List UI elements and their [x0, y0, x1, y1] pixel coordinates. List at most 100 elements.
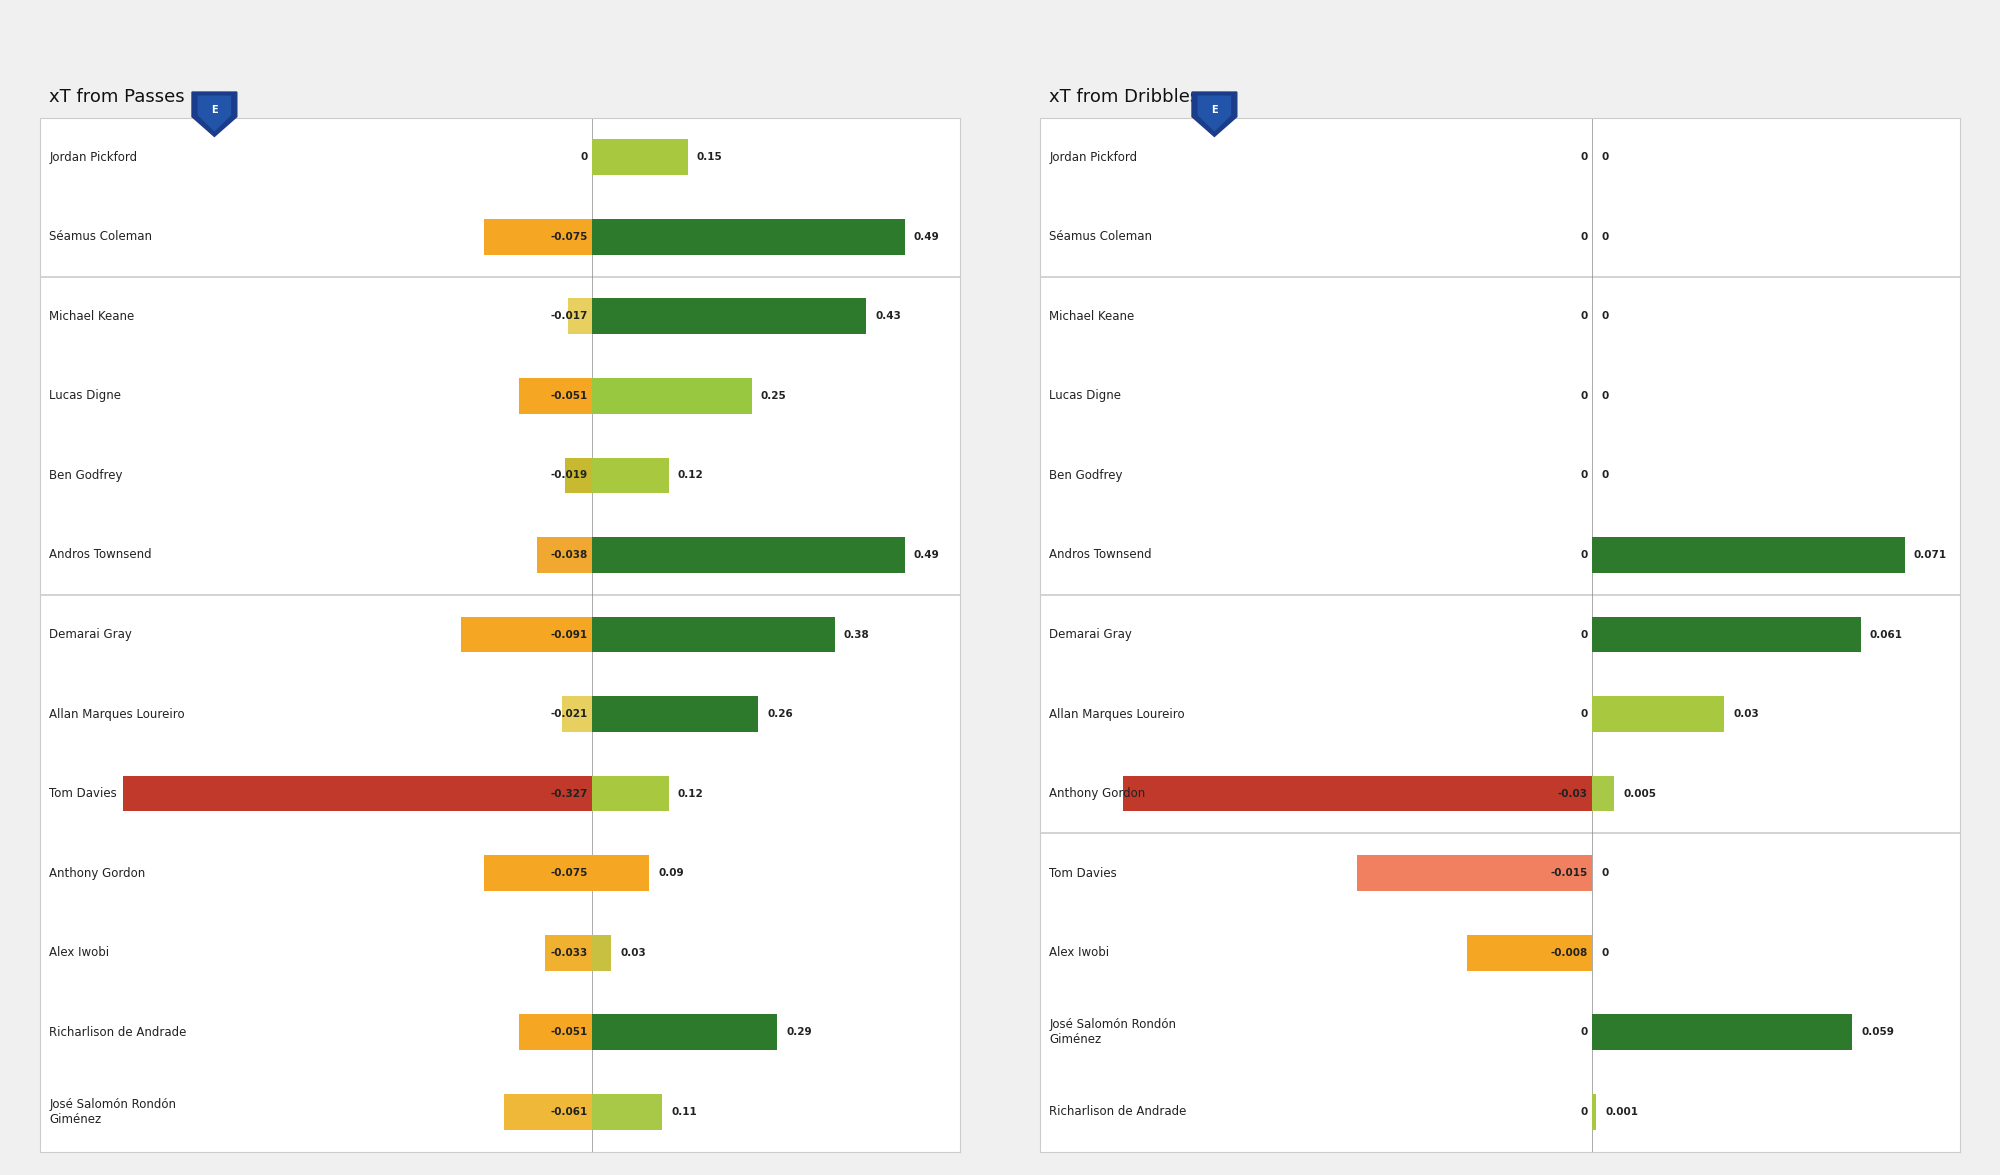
Bar: [518, 378, 592, 414]
Text: 0.005: 0.005: [1624, 788, 1656, 799]
Text: Allan Marques Loureiro: Allan Marques Loureiro: [1050, 707, 1184, 720]
Bar: [1592, 1014, 1852, 1050]
Bar: [1592, 696, 1724, 732]
Bar: [562, 696, 592, 732]
Bar: [484, 855, 592, 891]
Bar: [592, 140, 688, 175]
Text: 0: 0: [1580, 231, 1588, 242]
Text: Richarlison de Andrade: Richarlison de Andrade: [50, 1026, 186, 1039]
Bar: [564, 457, 592, 493]
Text: Anthony Gordon: Anthony Gordon: [50, 867, 146, 880]
Text: Lucas Digne: Lucas Digne: [1050, 389, 1122, 402]
Bar: [1466, 935, 1592, 971]
Text: 0: 0: [1580, 153, 1588, 162]
Text: -0.019: -0.019: [550, 470, 588, 481]
Text: 0.001: 0.001: [1606, 1107, 1638, 1116]
Text: Anthony Gordon: Anthony Gordon: [1050, 787, 1146, 800]
Text: Demarai Gray: Demarai Gray: [50, 627, 132, 642]
Text: -0.008: -0.008: [1550, 948, 1588, 958]
Text: Allan Marques Loureiro: Allan Marques Loureiro: [50, 707, 184, 720]
Polygon shape: [198, 95, 232, 132]
Text: 0: 0: [1602, 948, 1608, 958]
Text: -0.033: -0.033: [550, 948, 588, 958]
Polygon shape: [1192, 92, 1236, 136]
Text: -0.03: -0.03: [1558, 788, 1588, 799]
Bar: [1358, 855, 1592, 891]
Text: Jordan Pickford: Jordan Pickford: [1050, 150, 1138, 163]
Text: -0.091: -0.091: [550, 630, 588, 639]
Text: -0.075: -0.075: [550, 868, 588, 878]
Text: 0.11: 0.11: [672, 1107, 698, 1116]
Text: 0.12: 0.12: [678, 788, 704, 799]
Text: 0: 0: [1602, 311, 1608, 321]
Text: 0: 0: [1602, 391, 1608, 401]
Bar: [592, 855, 650, 891]
Bar: [592, 378, 752, 414]
Bar: [1592, 1094, 1596, 1129]
Bar: [1122, 776, 1592, 812]
Bar: [592, 1094, 662, 1129]
Text: Tom Davies: Tom Davies: [1050, 867, 1116, 880]
Text: 0: 0: [1602, 231, 1608, 242]
Text: 0.059: 0.059: [1862, 1027, 1894, 1038]
Text: 0.49: 0.49: [914, 550, 940, 560]
Text: 0.071: 0.071: [1914, 550, 1948, 560]
Text: Andros Townsend: Andros Townsend: [50, 549, 152, 562]
Text: Ben Godfrey: Ben Godfrey: [50, 469, 122, 482]
Text: Alex Iwobi: Alex Iwobi: [50, 946, 110, 959]
Text: Andros Townsend: Andros Townsend: [1050, 549, 1152, 562]
Bar: [592, 1014, 778, 1050]
Text: Séamus Coleman: Séamus Coleman: [50, 230, 152, 243]
Text: 0: 0: [1602, 153, 1608, 162]
Text: 0.03: 0.03: [620, 948, 646, 958]
Text: Jordan Pickford: Jordan Pickford: [50, 150, 138, 163]
Text: -0.051: -0.051: [550, 1027, 588, 1038]
Text: Alex Iwobi: Alex Iwobi: [1050, 946, 1110, 959]
Bar: [568, 298, 592, 334]
Text: Richarlison de Andrade: Richarlison de Andrade: [1050, 1106, 1186, 1119]
Text: 0.15: 0.15: [696, 153, 722, 162]
Text: 0.29: 0.29: [786, 1027, 812, 1038]
Text: xT from Passes: xT from Passes: [50, 88, 184, 106]
Text: Tom Davies: Tom Davies: [50, 787, 116, 800]
Bar: [592, 537, 904, 573]
Text: 0: 0: [1580, 709, 1588, 719]
Text: Lucas Digne: Lucas Digne: [50, 389, 122, 402]
Text: 0.49: 0.49: [914, 231, 940, 242]
Bar: [592, 617, 834, 652]
Bar: [544, 935, 592, 971]
Bar: [122, 776, 592, 812]
Text: 0.25: 0.25: [760, 391, 786, 401]
Polygon shape: [1198, 95, 1232, 132]
Bar: [1592, 776, 1614, 812]
Bar: [592, 457, 668, 493]
Bar: [592, 219, 904, 255]
Text: 0.43: 0.43: [876, 311, 902, 321]
Text: 0: 0: [1580, 391, 1588, 401]
Text: José Salomón Rondón
Giménez: José Salomón Rondón Giménez: [1050, 1019, 1176, 1046]
Bar: [592, 935, 612, 971]
Text: 0: 0: [1580, 1107, 1588, 1116]
Text: 0: 0: [1602, 470, 1608, 481]
Text: Demarai Gray: Demarai Gray: [1050, 627, 1132, 642]
Text: 0: 0: [1580, 630, 1588, 639]
Text: 0.12: 0.12: [678, 470, 704, 481]
Text: Ben Godfrey: Ben Godfrey: [1050, 469, 1122, 482]
Text: 0: 0: [1580, 550, 1588, 560]
Text: Séamus Coleman: Séamus Coleman: [1050, 230, 1152, 243]
Text: 0.38: 0.38: [844, 630, 870, 639]
Text: -0.015: -0.015: [1550, 868, 1588, 878]
Polygon shape: [192, 92, 236, 136]
Text: 0: 0: [1580, 470, 1588, 481]
Text: xT from Dribbles: xT from Dribbles: [1050, 88, 1200, 106]
Bar: [592, 298, 866, 334]
Text: -0.017: -0.017: [550, 311, 588, 321]
Bar: [462, 617, 592, 652]
Text: -0.075: -0.075: [550, 231, 588, 242]
Bar: [504, 1094, 592, 1129]
Text: Michael Keane: Michael Keane: [50, 310, 134, 323]
Text: -0.327: -0.327: [550, 788, 588, 799]
Text: Michael Keane: Michael Keane: [1050, 310, 1134, 323]
Bar: [592, 776, 668, 812]
Text: 0: 0: [1602, 868, 1608, 878]
